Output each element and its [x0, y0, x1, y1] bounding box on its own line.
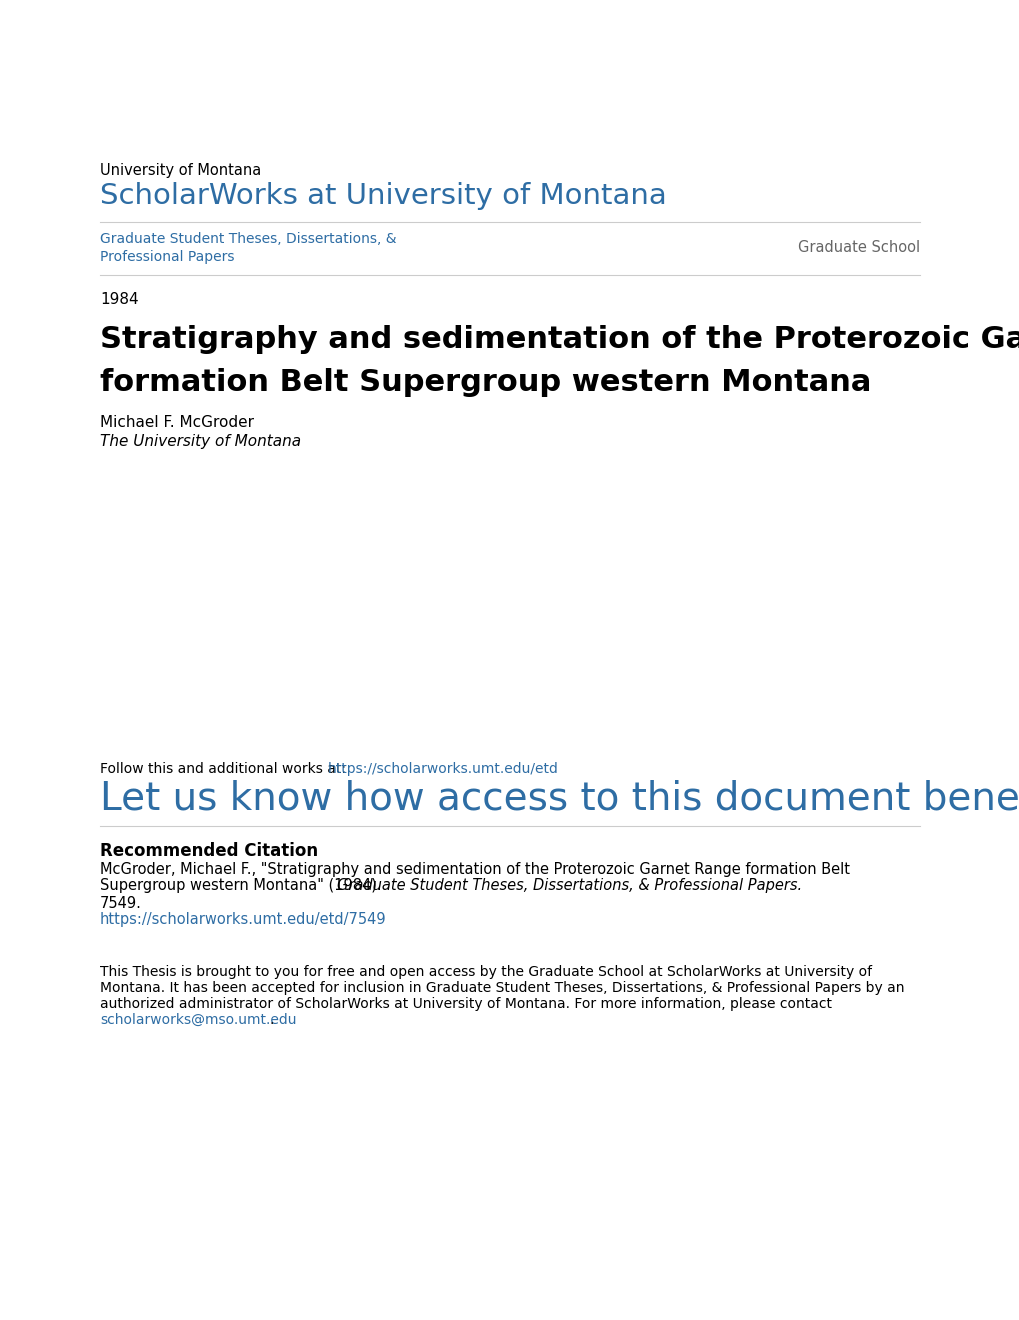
Text: https://scholarworks.umt.edu/etd: https://scholarworks.umt.edu/etd	[328, 762, 558, 776]
Text: 1984: 1984	[100, 292, 139, 308]
Text: University of Montana: University of Montana	[100, 162, 261, 178]
Text: ScholarWorks at University of Montana: ScholarWorks at University of Montana	[100, 182, 666, 210]
Text: Michael F. McGroder: Michael F. McGroder	[100, 414, 254, 430]
Text: Follow this and additional works at:: Follow this and additional works at:	[100, 762, 351, 776]
Text: .: .	[270, 1012, 274, 1027]
Text: Recommended Citation: Recommended Citation	[100, 842, 318, 861]
Text: https://scholarworks.umt.edu/etd/7549: https://scholarworks.umt.edu/etd/7549	[100, 912, 386, 927]
Text: Let us know how access to this document benefits you.: Let us know how access to this document …	[100, 780, 1019, 818]
Text: Supergroup western Montana" (1984).: Supergroup western Montana" (1984).	[100, 878, 386, 894]
Text: Montana. It has been accepted for inclusion in Graduate Student Theses, Disserta: Montana. It has been accepted for inclus…	[100, 981, 904, 995]
Text: Graduate School: Graduate School	[797, 240, 919, 255]
Text: McGroder, Michael F., "Stratigraphy and sedimentation of the Proterozoic Garnet : McGroder, Michael F., "Stratigraphy and …	[100, 862, 849, 876]
Text: The University of Montana: The University of Montana	[100, 434, 301, 449]
Text: scholarworks@mso.umt.edu: scholarworks@mso.umt.edu	[100, 1012, 297, 1027]
Text: 7549.: 7549.	[100, 896, 142, 911]
Text: authorized administrator of ScholarWorks at University of Montana. For more info: authorized administrator of ScholarWorks…	[100, 997, 832, 1011]
Text: Stratigraphy and sedimentation of the Proterozoic Garnet Range: Stratigraphy and sedimentation of the Pr…	[100, 325, 1019, 354]
Text: Professional Papers: Professional Papers	[100, 249, 234, 264]
Text: This Thesis is brought to you for free and open access by the Graduate School at: This Thesis is brought to you for free a…	[100, 965, 871, 979]
Text: Graduate Student Theses, Dissertations, &: Graduate Student Theses, Dissertations, …	[100, 232, 396, 246]
Text: Graduate Student Theses, Dissertations, & Professional Papers.: Graduate Student Theses, Dissertations, …	[336, 878, 801, 894]
Text: formation Belt Supergroup western Montana: formation Belt Supergroup western Montan…	[100, 368, 870, 397]
